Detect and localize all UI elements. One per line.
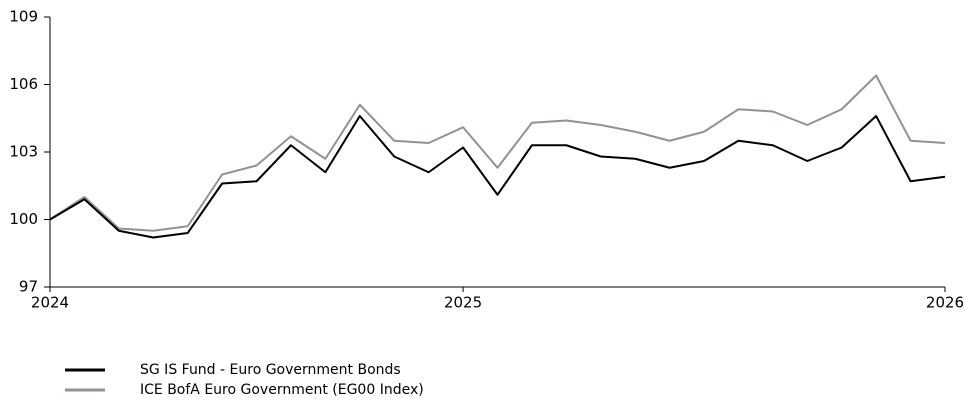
legend-label: SG IS Fund - Euro Government Bonds xyxy=(140,362,401,378)
y-tick-label: 109 xyxy=(9,8,38,26)
x-tick-label: 2024 xyxy=(31,294,69,312)
y-tick-label: 100 xyxy=(9,210,38,228)
x-tick-label: 2025 xyxy=(444,294,482,312)
series-line xyxy=(49,74,946,232)
y-tick-label: 103 xyxy=(9,143,38,161)
y-tick-label: 106 xyxy=(9,75,38,93)
x-tick-label: 2026 xyxy=(926,294,964,312)
series-line xyxy=(49,115,946,239)
y-tick-label: 97 xyxy=(19,278,38,296)
legend-label: ICE BofA Euro Government (EG00 Index) xyxy=(140,382,424,398)
